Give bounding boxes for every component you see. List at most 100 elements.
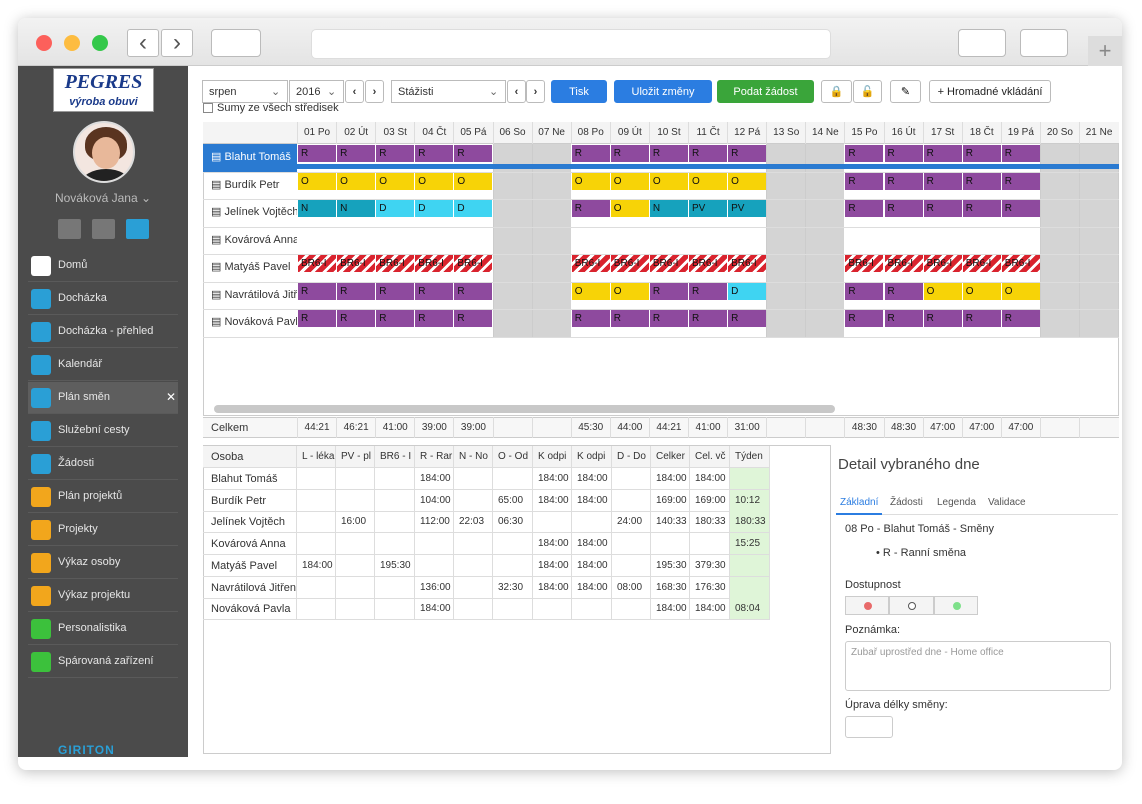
- shift-cell[interactable]: R: [962, 172, 1001, 190]
- shift-cell[interactable]: R: [298, 310, 337, 327]
- shift-cell[interactable]: BR6-I: [649, 255, 688, 272]
- shift-cell[interactable]: BR6-I: [337, 255, 376, 272]
- shift-cell[interactable]: R: [376, 145, 415, 162]
- shift-cell[interactable]: R: [1001, 145, 1040, 162]
- tab[interactable]: Žádosti: [890, 497, 923, 508]
- shift-cell[interactable]: R: [337, 310, 376, 327]
- menu-item[interactable]: Kalendář: [28, 349, 178, 381]
- shift-cell[interactable]: O: [1001, 282, 1040, 300]
- shift-cell[interactable]: D: [415, 200, 454, 217]
- sidebar-toggle[interactable]: [211, 29, 261, 57]
- shift-cell[interactable]: R: [415, 145, 454, 162]
- address-bar[interactable]: [311, 29, 831, 59]
- shift-cell[interactable]: R: [298, 145, 337, 162]
- shift-cell[interactable]: O: [337, 172, 376, 190]
- button[interactable]: Podat žádost: [717, 80, 814, 103]
- arrow-button[interactable]: ›: [526, 80, 545, 103]
- shift-cell[interactable]: O: [923, 282, 962, 300]
- shift-cell[interactable]: BR6-I: [571, 255, 610, 272]
- shift-cell[interactable]: O: [649, 172, 688, 190]
- shift-cell[interactable]: D: [454, 200, 493, 217]
- shift-cell[interactable]: R: [962, 200, 1001, 217]
- sidebar-icon-button[interactable]: [126, 219, 149, 239]
- shift-cell[interactable]: BR6-I: [728, 255, 767, 272]
- shift-cell[interactable]: BR6-I: [923, 255, 962, 272]
- menu-item[interactable]: Výkaz projektu: [28, 580, 178, 612]
- shift-cell[interactable]: R: [845, 200, 884, 217]
- shift-cell[interactable]: R: [415, 310, 454, 327]
- nav-button[interactable]: ‹: [127, 29, 159, 57]
- shift-cell[interactable]: N: [649, 200, 688, 217]
- select[interactable]: 2016 ⌄: [289, 80, 344, 103]
- shift-cell[interactable]: R: [454, 282, 493, 300]
- sidebar-icon-button[interactable]: [58, 219, 81, 239]
- shift-cell[interactable]: R: [298, 282, 337, 300]
- shift-cell[interactable]: BR6-I: [884, 255, 923, 272]
- shift-cell[interactable]: R: [1001, 172, 1040, 190]
- select[interactable]: srpen ⌄: [202, 80, 288, 103]
- shift-cell[interactable]: O: [415, 172, 454, 190]
- shift-cell[interactable]: R: [962, 145, 1001, 162]
- shift-cell[interactable]: R: [376, 282, 415, 300]
- shift-cell[interactable]: N: [298, 200, 337, 217]
- availability-option[interactable]: [889, 596, 934, 615]
- shift-cell[interactable]: R: [884, 145, 923, 162]
- button[interactable]: 🔒: [821, 80, 852, 103]
- window-control[interactable]: [92, 35, 108, 51]
- shift-cell[interactable]: D: [728, 282, 767, 300]
- shift-cell[interactable]: D: [376, 200, 415, 217]
- shift-cell[interactable]: R: [610, 310, 649, 327]
- menu-close[interactable]: ✕: [166, 390, 177, 404]
- checkbox-label[interactable]: Sumy ze všech středisek: [217, 102, 339, 114]
- shift-cell[interactable]: R: [1001, 310, 1040, 327]
- shift-cell[interactable]: R: [845, 310, 884, 327]
- shift-cell[interactable]: R: [571, 145, 610, 162]
- shift-cell[interactable]: R: [649, 310, 688, 327]
- shift-cell[interactable]: O: [298, 172, 337, 190]
- person-name[interactable]: ▤ Nováková Pavla: [203, 309, 297, 337]
- button[interactable]: ✎: [890, 80, 921, 103]
- nav-button[interactable]: ›: [161, 29, 193, 57]
- shift-cell[interactable]: R: [923, 310, 962, 327]
- shift-cell[interactable]: R: [923, 145, 962, 162]
- new-tab[interactable]: +: [1088, 36, 1122, 66]
- shift-cell[interactable]: PV: [689, 200, 728, 217]
- shift-cell[interactable]: R: [337, 145, 376, 162]
- shift-cell[interactable]: R: [728, 145, 767, 162]
- shift-cell[interactable]: BR6-I: [610, 255, 649, 272]
- button[interactable]: + Hromadné vkládání: [929, 80, 1051, 103]
- shift-cell[interactable]: O: [728, 172, 767, 190]
- shift-cell[interactable]: O: [610, 172, 649, 190]
- menu-item[interactable]: Výkaz osoby: [28, 547, 178, 579]
- person-name[interactable]: ▤ Matyáš Pavel: [211, 261, 291, 273]
- person-name[interactable]: ▤ Kovárová Anna: [203, 227, 297, 255]
- button[interactable]: Tisk: [551, 80, 607, 103]
- note-input[interactable]: Zubař uprostřed dne - Home office: [845, 641, 1111, 691]
- shift-cell[interactable]: R: [454, 310, 493, 327]
- shift-cell[interactable]: R: [923, 200, 962, 217]
- menu-item[interactable]: Služební cesty: [28, 415, 178, 447]
- shift-cell[interactable]: BR6-I: [298, 255, 337, 272]
- menu-item[interactable]: Spárovaná zařízení: [28, 646, 178, 678]
- select[interactable]: Stážisti ⌄: [391, 80, 506, 103]
- user-name[interactable]: Nováková Jana ⌄: [54, 191, 152, 205]
- shift-cell[interactable]: R: [923, 172, 962, 190]
- menu-item[interactable]: Žádosti: [28, 448, 178, 480]
- shift-cell[interactable]: BR6-I: [1001, 255, 1040, 272]
- shift-cell[interactable]: R: [884, 282, 923, 300]
- shift-cell[interactable]: R: [884, 200, 923, 217]
- share-button[interactable]: [958, 29, 1006, 57]
- shift-cell[interactable]: R: [845, 172, 884, 190]
- shift-cell[interactable]: BR6-I: [376, 255, 415, 272]
- shift-cell[interactable]: BR6-I: [689, 255, 728, 272]
- tabs-button[interactable]: [1020, 29, 1068, 57]
- menu-item[interactable]: Docházka - přehled: [28, 316, 178, 348]
- shift-cell[interactable]: O: [571, 282, 610, 300]
- button[interactable]: Uložit změny: [614, 80, 712, 103]
- shift-cell[interactable]: R: [571, 200, 610, 217]
- shift-cell[interactable]: R: [689, 310, 728, 327]
- tab[interactable]: Legenda: [937, 497, 976, 508]
- shift-cell[interactable]: R: [376, 310, 415, 327]
- shift-cell[interactable]: R: [454, 145, 493, 162]
- shift-cell[interactable]: R: [1001, 200, 1040, 217]
